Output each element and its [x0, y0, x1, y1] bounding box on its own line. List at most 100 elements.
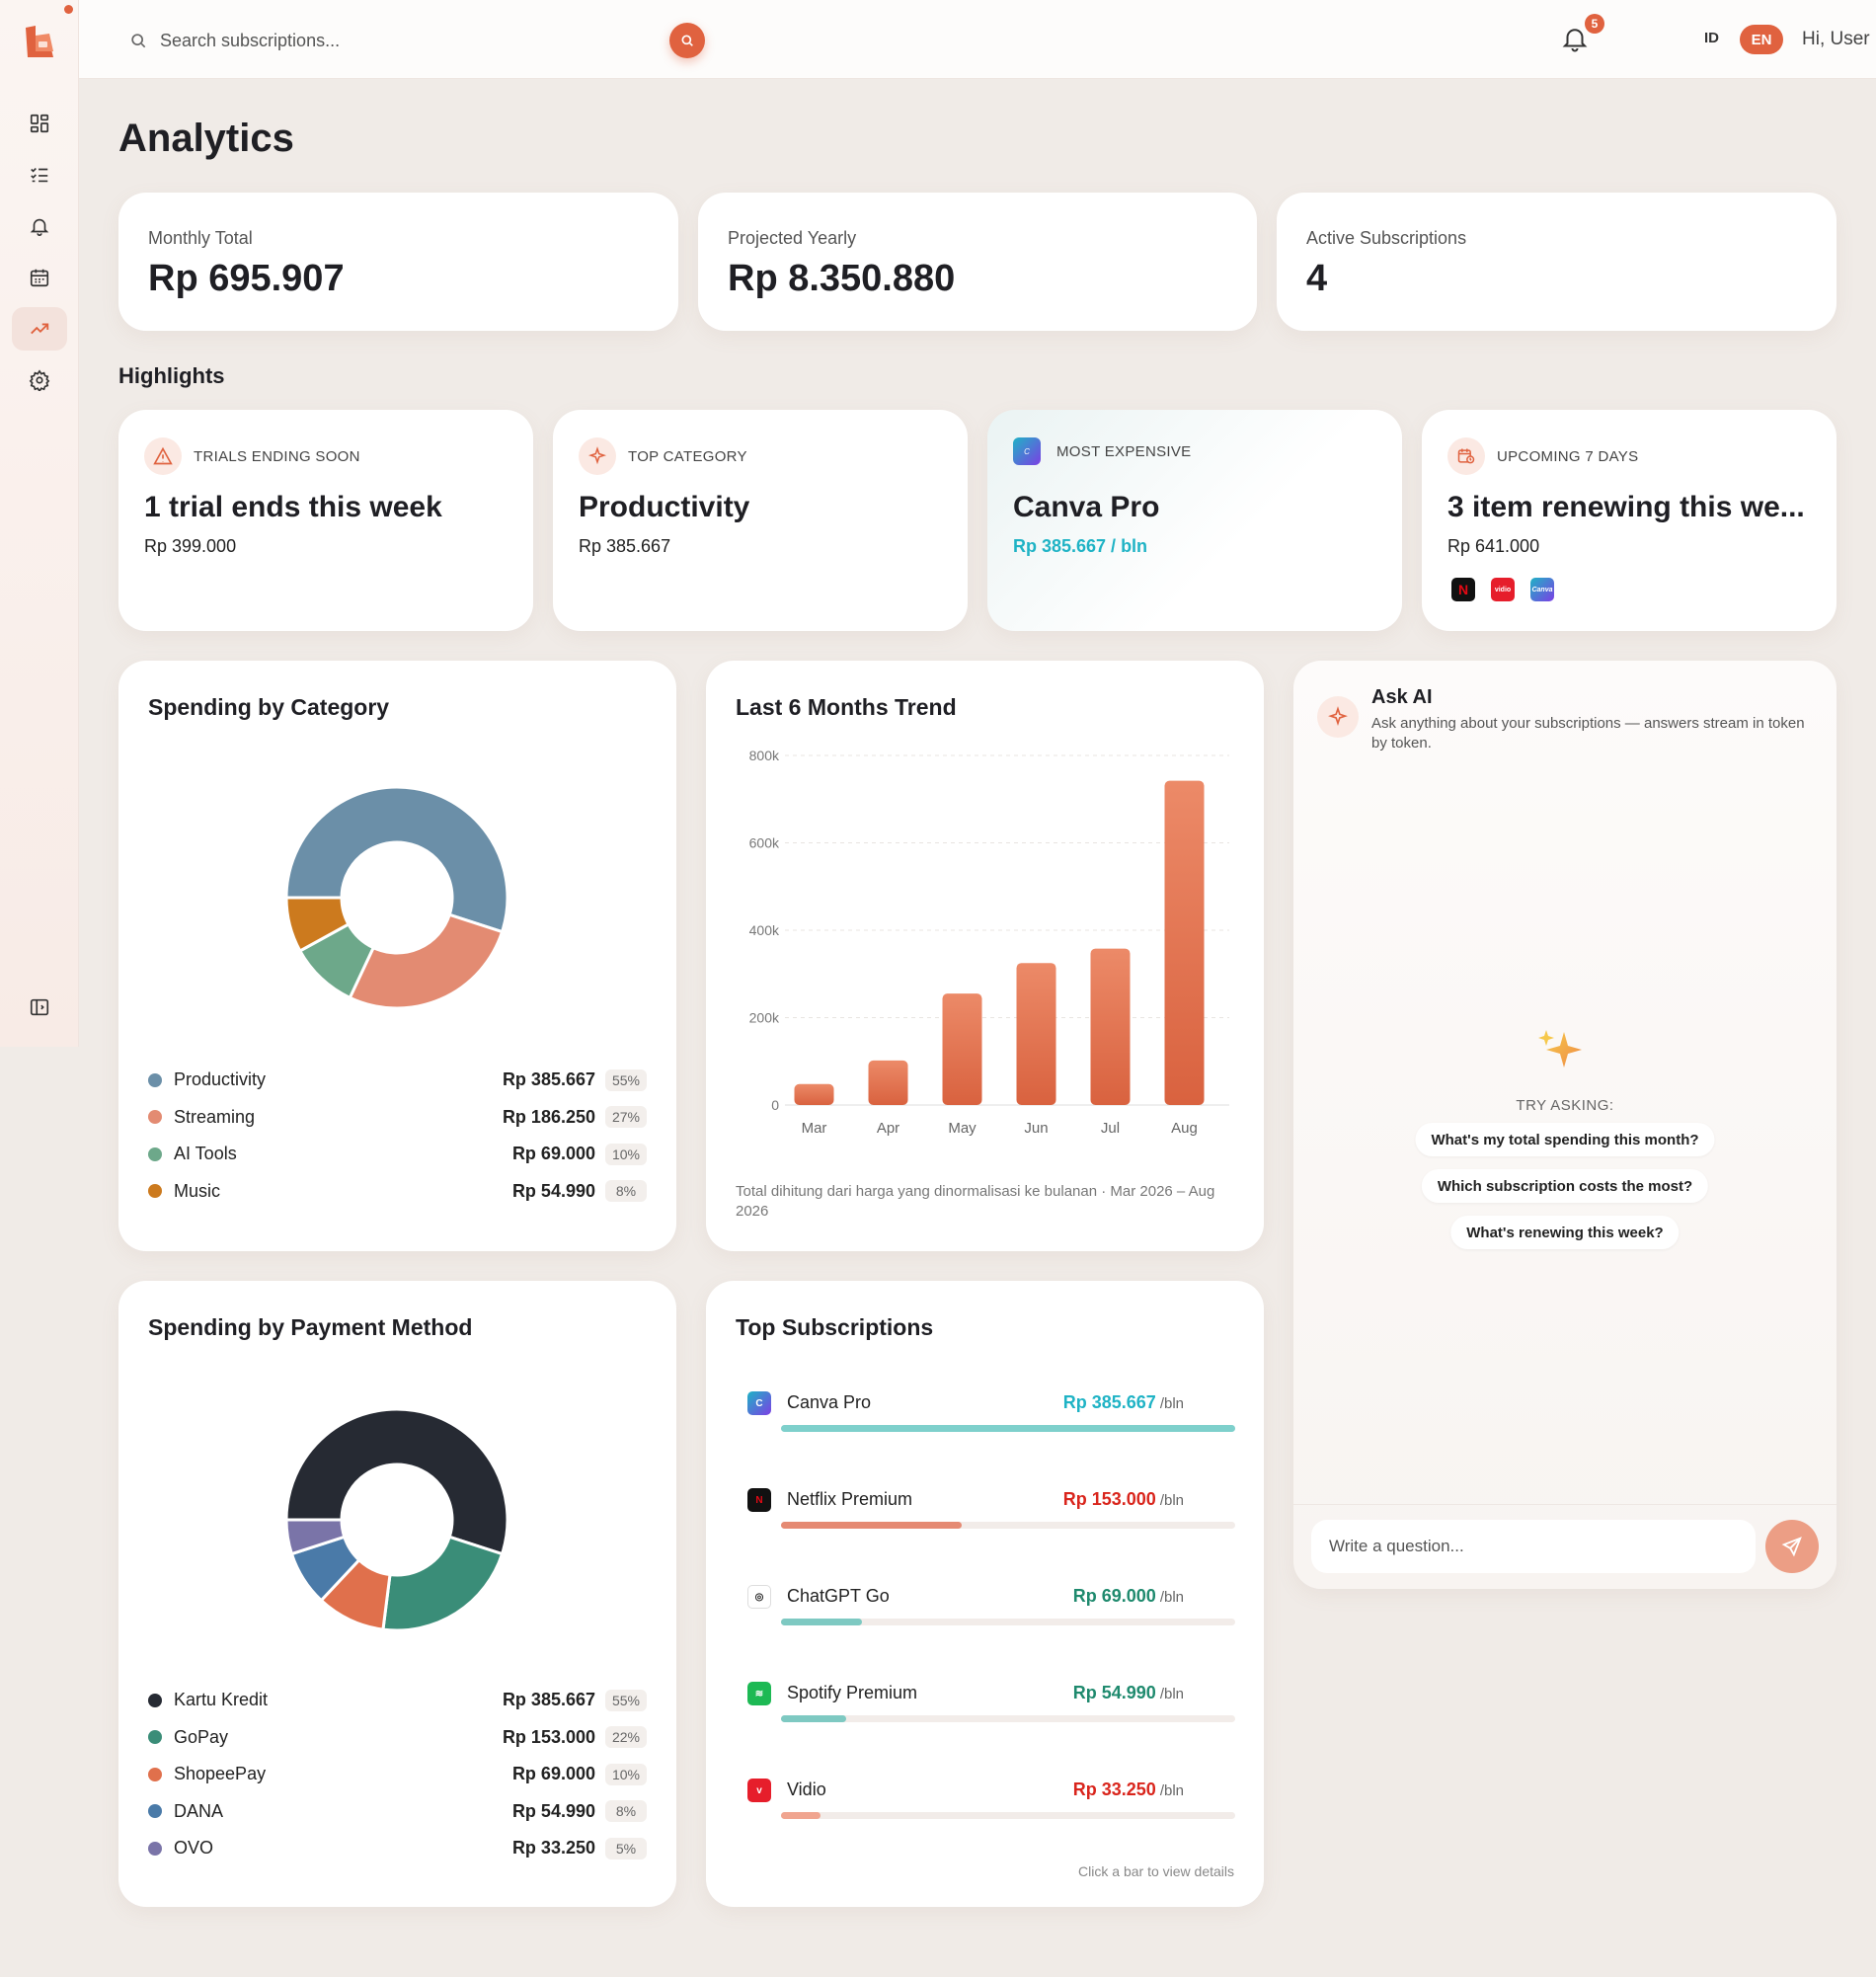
- subscription-price: Rp 54.990/bln: [1072, 1683, 1184, 1702]
- notification-bell-icon[interactable]: [1560, 24, 1590, 53]
- suggestion-chip[interactable]: What's my total spending this month?: [1415, 1123, 1715, 1156]
- subscription-row-vidio[interactable]: v Vidio Rp 33.250/bln: [736, 1777, 1235, 1836]
- nav-calendar[interactable]: [12, 256, 67, 299]
- app-logo[interactable]: [22, 22, 57, 59]
- nav-dashboard[interactable]: [12, 102, 67, 145]
- legend-dot: [148, 1767, 162, 1781]
- highlight-card-trials[interactable]: TRIALS ENDING SOON 1 trial ends this wee…: [118, 410, 533, 631]
- trend-bar-jul[interactable]: [1090, 948, 1131, 1105]
- page-title: Analytics: [118, 117, 294, 160]
- stat-value: Rp 695.907: [148, 258, 345, 299]
- legend-dot: [148, 1804, 162, 1819]
- trend-bar-mar[interactable]: [794, 1083, 834, 1105]
- subscription-row-spotify[interactable]: ≋ Spotify Premium Rp 54.990/bln: [736, 1680, 1235, 1739]
- payment-donut-chart: [284, 1407, 509, 1632]
- canva-logo-icon: Canva: [1530, 578, 1554, 601]
- legend-dot: [148, 1147, 162, 1161]
- legend-item: GoPay Rp 153.000 22%: [148, 1719, 647, 1757]
- x-tick-label: Aug: [1171, 1120, 1198, 1137]
- send-button[interactable]: [1765, 1520, 1819, 1573]
- stat-value: Rp 8.350.880: [728, 258, 956, 299]
- nav-subscriptions[interactable]: [12, 153, 67, 197]
- legend-percent: 55%: [605, 1689, 647, 1711]
- trend-bar-aug[interactable]: [1164, 780, 1205, 1105]
- subscription-bar[interactable]: [781, 1425, 1235, 1432]
- search-button[interactable]: [669, 23, 705, 58]
- legend-value: Rp 69.000: [511, 1764, 595, 1784]
- panel-title: Last 6 Months Trend: [736, 694, 957, 720]
- subscription-bar-track[interactable]: [781, 1619, 1235, 1625]
- legend-item: DANA Rp 54.990 8%: [148, 1793, 647, 1831]
- subscription-bar-track[interactable]: [781, 1715, 1235, 1722]
- try-asking-label: TRY ASKING:: [1516, 1097, 1614, 1114]
- subscription-row-canva[interactable]: C Canva Pro Rp 385.667/bln: [736, 1389, 1235, 1449]
- nav-analytics[interactable]: [12, 307, 67, 351]
- subscription-bar-track[interactable]: [781, 1812, 1235, 1819]
- gear-icon: [29, 369, 50, 391]
- subscription-bar[interactable]: [781, 1619, 863, 1625]
- topbar: 5 ID EN Hi, User L: [79, 0, 1876, 79]
- y-tick-label: 400k: [749, 922, 780, 938]
- highlight-value: Rp 385.667: [579, 536, 671, 556]
- donut-slice-ovo[interactable]: [284, 1518, 347, 1556]
- status-dot: [64, 5, 73, 14]
- donut-slice-gopay[interactable]: [381, 1535, 505, 1632]
- subscription-bar-track[interactable]: [781, 1425, 1235, 1432]
- vidio-logo-icon: vidio: [1491, 578, 1515, 601]
- language-en-button[interactable]: EN: [1740, 25, 1783, 54]
- trend-bar-may[interactable]: [942, 993, 982, 1105]
- subscription-name: Netflix Premium: [787, 1489, 913, 1509]
- grid-icon: [30, 114, 49, 133]
- stat-card-active-subscriptions: Active Subscriptions 4: [1277, 193, 1837, 331]
- donut-slice-music[interactable]: [284, 896, 351, 953]
- sparkles-icon: [1538, 1030, 1582, 1068]
- spotify-logo-icon: ≋: [747, 1682, 771, 1705]
- subscription-bar[interactable]: [781, 1812, 821, 1819]
- trend-bar-jun[interactable]: [1016, 963, 1056, 1105]
- legend-dot: [148, 1110, 162, 1125]
- x-tick-label: Jul: [1101, 1120, 1120, 1137]
- divider: [1293, 1504, 1837, 1505]
- subscription-price: Rp 385.667/bln: [1062, 1392, 1184, 1412]
- ask-ai-panel: Ask AI Ask anything about your subscript…: [1293, 661, 1837, 1589]
- warning-icon: [144, 437, 182, 475]
- highlight-label: MOST EXPENSIVE: [1056, 442, 1192, 460]
- legend-value: Rp 33.250: [511, 1838, 595, 1858]
- subscription-bar[interactable]: [781, 1522, 962, 1529]
- donut-slice-kartu-kredit[interactable]: [284, 1407, 509, 1556]
- highlight-card-upcoming[interactable]: UPCOMING 7 DAYS 3 item renewing this we.…: [1422, 410, 1837, 631]
- y-tick-label: 800k: [749, 748, 780, 763]
- legend-value: Rp 54.990: [511, 1800, 595, 1821]
- legend-name: GoPay: [174, 1726, 229, 1747]
- donut-slice-streaming[interactable]: [348, 912, 505, 1010]
- subscription-row-chatgpt[interactable]: ◎ ChatGPT Go Rp 69.000/bln: [736, 1583, 1235, 1642]
- ai-description: Ask anything about your subscriptions — …: [1371, 715, 1805, 751]
- highlight-card-most-expensive[interactable]: C MOST EXPENSIVE Canva Pro Rp 385.667 / …: [987, 410, 1402, 631]
- suggestion-chip[interactable]: What's renewing this week?: [1450, 1216, 1680, 1249]
- collapse-sidebar-button[interactable]: [12, 986, 67, 1029]
- trend-bar-apr[interactable]: [868, 1060, 908, 1105]
- legend-value: Rp 69.000: [511, 1144, 595, 1164]
- y-tick-label: 200k: [749, 1010, 780, 1026]
- category-donut-chart: [284, 785, 509, 1010]
- panel-title: Spending by Payment Method: [148, 1314, 473, 1340]
- panel-title: Spending by Category: [148, 694, 390, 720]
- legend-percent: 8%: [605, 1800, 647, 1823]
- search-input[interactable]: [160, 30, 614, 51]
- highlight-label: TOP CATEGORY: [628, 447, 747, 465]
- donut-slice-productivity[interactable]: [284, 785, 509, 934]
- nav-settings[interactable]: [12, 358, 67, 402]
- subscription-bar[interactable]: [781, 1715, 846, 1722]
- subscription-bar-track[interactable]: [781, 1522, 1235, 1529]
- highlight-card-top-category[interactable]: TOP CATEGORY Productivity Rp 385.667: [553, 410, 968, 631]
- search-icon: [131, 34, 146, 48]
- suggestion-chip[interactable]: Which subscription costs the most?: [1421, 1169, 1709, 1203]
- language-id-button[interactable]: ID: [1704, 30, 1719, 46]
- subscription-row-netflix[interactable]: N Netflix Premium Rp 153.000/bln: [736, 1486, 1235, 1545]
- ai-question-input[interactable]: [1311, 1520, 1756, 1573]
- canva-logo-icon: C: [747, 1391, 771, 1415]
- nav-notifications[interactable]: [12, 204, 67, 248]
- legend-dot: [148, 1072, 162, 1087]
- x-tick-label: Apr: [877, 1120, 899, 1137]
- highlight-value: Rp 399.000: [144, 536, 237, 556]
